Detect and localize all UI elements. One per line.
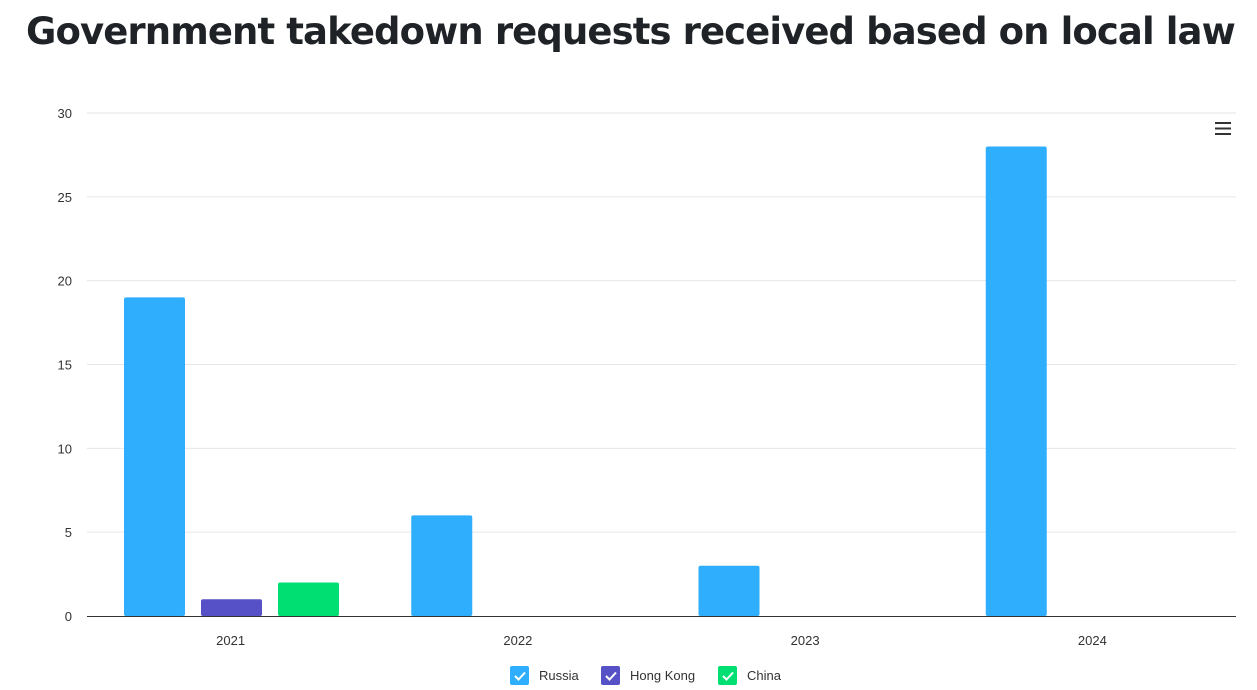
legend-item-russia[interactable]: Russia — [510, 666, 579, 685]
y-tick-label: 0 — [65, 609, 72, 624]
checkmark-icon — [604, 671, 617, 681]
legend-checkbox[interactable] — [510, 666, 529, 685]
legend-item-hong-kong[interactable]: Hong Kong — [601, 666, 695, 685]
bar-hong-kong-2021 — [201, 599, 262, 616]
y-tick-label: 25 — [58, 190, 72, 205]
bar-chart: 0 5 10 15 20 25 30 2021 2022 2023 2024 — [58, 106, 1236, 648]
legend-label: Hong Kong — [630, 668, 696, 683]
x-tick-label: 2024 — [1078, 633, 1107, 648]
y-tick-label: 15 — [58, 358, 72, 373]
y-tick-label: 20 — [58, 274, 72, 289]
legend-label: China — [747, 668, 781, 683]
checkmark-icon — [513, 671, 526, 681]
hamburger-menu-icon — [1215, 121, 1231, 135]
bar-russia-2021 — [124, 297, 185, 616]
y-tick-label: 30 — [58, 106, 72, 121]
legend-label: Russia — [539, 668, 579, 683]
legend-item-china[interactable]: China — [718, 666, 781, 685]
legend-checkbox[interactable] — [718, 666, 737, 685]
legend-checkbox[interactable] — [601, 666, 620, 685]
chart-legend: Russia Hong Kong China — [0, 666, 1257, 688]
y-tick-label: 10 — [58, 441, 72, 456]
checkmark-icon — [721, 671, 734, 681]
y-tick-label: 5 — [65, 525, 72, 540]
bar-china-2021 — [278, 582, 339, 616]
bar-russia-2023 — [698, 565, 760, 616]
chart-menu-button[interactable] — [1210, 117, 1236, 139]
x-tick-label: 2021 — [216, 633, 245, 648]
bar-russia-2024 — [985, 146, 1047, 617]
bar-russia-2022 — [411, 515, 473, 616]
x-tick-label: 2022 — [503, 633, 532, 648]
chart-title: Government takedown requests received ba… — [26, 10, 1236, 53]
x-tick-label: 2023 — [791, 633, 820, 648]
